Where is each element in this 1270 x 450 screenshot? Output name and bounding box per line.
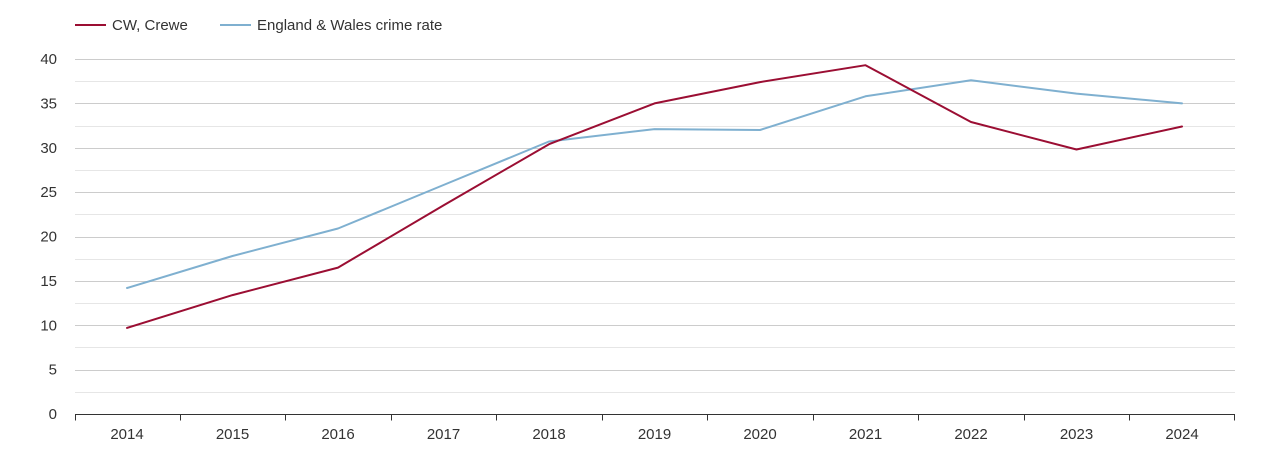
y-tick-label: 35 [40,95,57,112]
y-tick-label: 0 [49,406,57,423]
x-tick-label: 2020 [743,426,776,443]
series-line-crewe [126,64,1183,329]
series-lines [126,64,1183,329]
legend-label-crewe: CW, Crewe [112,17,188,34]
x-tick-label: 2017 [427,426,460,443]
x-tick-label: 2023 [1060,426,1093,443]
y-tick-label: 5 [49,362,57,379]
y-tick-label: 15 [40,273,57,290]
y-tick-label: 20 [40,229,57,246]
x-tick-label: 2014 [110,426,143,443]
x-tick-label: 2021 [849,426,882,443]
legend: CW, Crewe England & Wales crime rate [75,17,442,34]
x-axis: 2014 2015 2016 2017 2018 2019 2020 2021 2022 2023… [75,414,1235,443]
legend-label-england-wales: England & Wales crime rate [257,17,442,34]
x-tick-label: 2018 [532,426,565,443]
y-tick-label: 40 [40,51,57,68]
y-tick-label: 30 [40,140,57,157]
x-tick-label: 2015 [216,426,249,443]
y-tick-label: 25 [40,184,57,201]
x-tick-label: 2019 [638,426,671,443]
x-tick-label: 2016 [321,426,354,443]
x-tick-label: 2024 [1165,426,1198,443]
series-line-england-wales [126,79,1183,289]
x-tick-label: 2022 [954,426,987,443]
y-tick-label: 10 [40,317,57,334]
y-axis: 0 5 10 15 20 25 30 35 40 [40,51,57,423]
grid-lines [75,59,1235,393]
